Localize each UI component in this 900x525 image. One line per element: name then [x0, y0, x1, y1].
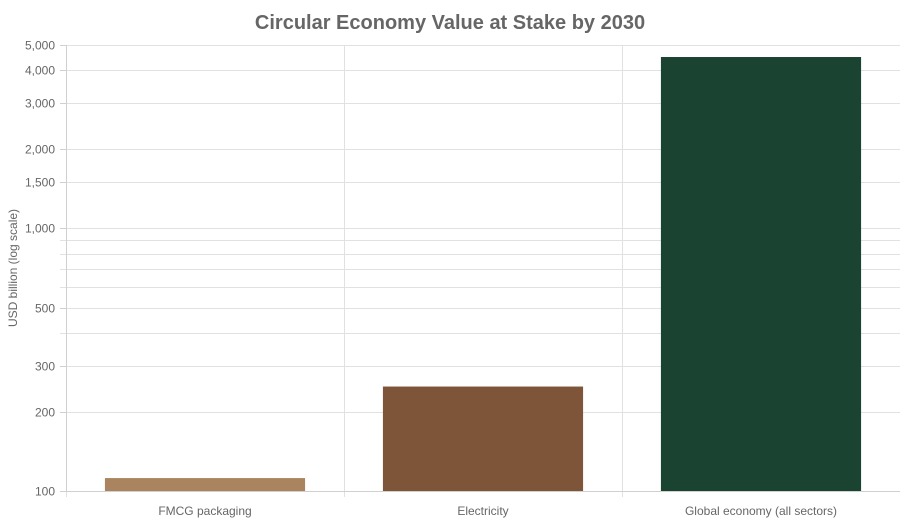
bar[interactable] [382, 386, 584, 491]
y-tick-label: 500 [35, 302, 55, 316]
bar-layer [104, 57, 862, 491]
y-tick-label: 5,000 [25, 39, 55, 53]
y-tick-label: 4,000 [25, 64, 55, 78]
axis-layer [60, 45, 900, 492]
y-axis-title: USD billion (log scale) [6, 209, 20, 327]
y-tick-label: 100 [35, 485, 55, 499]
label-layer: 100 200 300 500 1,000 1,500 2,000 3,000 4,000 5,0… [25, 39, 837, 519]
y-tick-label: 1,500 [25, 176, 55, 190]
y-tick-label: 300 [35, 360, 55, 374]
x-tick-label: FMCG packaging [158, 504, 251, 518]
y-tick-label: 200 [35, 406, 55, 420]
bar[interactable] [660, 57, 862, 491]
x-tick-label: Electricity [457, 504, 508, 518]
x-tick-label: Global economy (all sectors) [685, 504, 837, 518]
bar[interactable] [104, 478, 306, 491]
y-tick-label: 3,000 [25, 97, 55, 111]
y-tick-label: 1,000 [25, 222, 55, 236]
chart-title: Circular Economy Value at Stake by 2030 [255, 12, 645, 34]
y-tick-label: 2,000 [25, 143, 55, 157]
